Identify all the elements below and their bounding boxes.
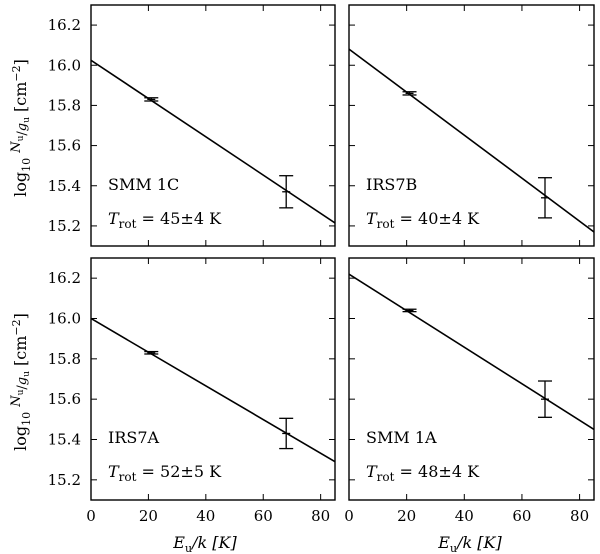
x-tick-label: 0 [344,507,354,525]
y-tick-label: 16.2 [48,269,81,287]
trot-subscript: rot [377,217,395,231]
y-tick-label: 16.0 [48,56,81,74]
trot-value: = 48±4 K [394,462,480,481]
x-tick-label: 20 [397,507,416,525]
x-tick-label: 60 [254,507,273,525]
panel-1: 15.2 15.4 15.6 15.8 16.0 16.2 SMM 1C Trot = 45±… [48,4,336,247]
trot-value: = 40±4 K [394,209,480,228]
data-point-2 [538,177,552,219]
x-tick-label: 60 [512,507,531,525]
data-point-1 [402,308,417,313]
data-point-1 [144,350,159,355]
y-tick-label: 16.0 [48,310,81,328]
fit-line [349,48,594,233]
y-tick-label: 15.4 [48,431,81,449]
trot-value: = 45±4 K [136,209,222,228]
data-point-2 [279,175,294,209]
x-tick-label: 20 [139,507,158,525]
data-point-2 [279,417,294,450]
trot-label: Trot = 40±4 K [366,209,480,231]
y-tick-label: 15.6 [48,137,81,155]
y-tick-label: 15.2 [48,471,81,489]
x-tick-label: 80 [311,507,330,525]
svg-text:log10 Nu/gu [cm−2]: log10 Nu/gu [cm−2] [9,313,33,451]
fit-line [349,273,594,431]
y-tick-label: 15.2 [48,217,81,235]
trot-symbol: T [366,209,378,228]
source-label: SMM 1A [366,428,437,447]
y-tick-label: 16.2 [48,16,81,34]
y-tick-label: 15.6 [48,390,81,408]
panel-3: 0 20 40 60 80 15.2 15.4 15.6 15.8 16.0 16.2 IRS7A Tr… [48,257,336,525]
y-tick-label: 15.4 [48,177,81,195]
trot-symbol: T [366,462,378,481]
y-axis-label-bottom: log10 Nu/gu [cm−2] [9,313,33,451]
trot-subscript: rot [119,217,137,231]
source-label: IRS7A [108,428,160,447]
panel-4: 0 20 40 60 80 SMM 1A Trot = 48±4 K [344,257,595,525]
y-tick-label: 15.8 [48,96,81,114]
trot-value: = 52±5 K [136,462,222,481]
data-point-1 [144,97,159,102]
plot-frame [90,257,336,501]
trot-label: Trot = 52±5 K [108,462,222,484]
trot-subscript: rot [119,470,137,484]
fit-line [91,59,335,224]
x-tick-label: 80 [570,507,589,525]
trot-symbol: T [108,209,120,228]
plot-frame [348,257,595,501]
data-point-1 [402,91,417,96]
trot-label: Trot = 48±4 K [366,462,480,484]
data-point-2 [538,380,552,418]
x-axis-label-left: Eu/k [K] [172,533,237,554]
panels: 15.2 15.4 15.6 15.8 16.0 16.2 SMM 1C Trot = 45±… [48,4,595,525]
fit-line [91,317,335,463]
x-tick-label: 0 [86,507,96,525]
source-label: IRS7B [366,175,417,194]
plot-frame [348,4,595,247]
plot-frame [90,4,336,247]
y-axis-label-top: log10 Nu/gu [cm−2] [9,59,33,197]
trot-label: Trot = 45±4 K [108,209,222,231]
panel-2: IRS7B Trot = 40±4 K [348,4,595,247]
trot-symbol: T [108,462,120,481]
svg-text:log10 Nu/gu [cm−2]: log10 Nu/gu [cm−2] [9,59,33,197]
y-tick-label: 15.8 [48,350,81,368]
x-tick-label: 40 [455,507,474,525]
x-tick-label: 40 [196,507,215,525]
x-axis-label-right: Eu/k [K] [437,533,502,554]
trot-subscript: rot [377,470,395,484]
source-label: SMM 1C [108,175,179,194]
